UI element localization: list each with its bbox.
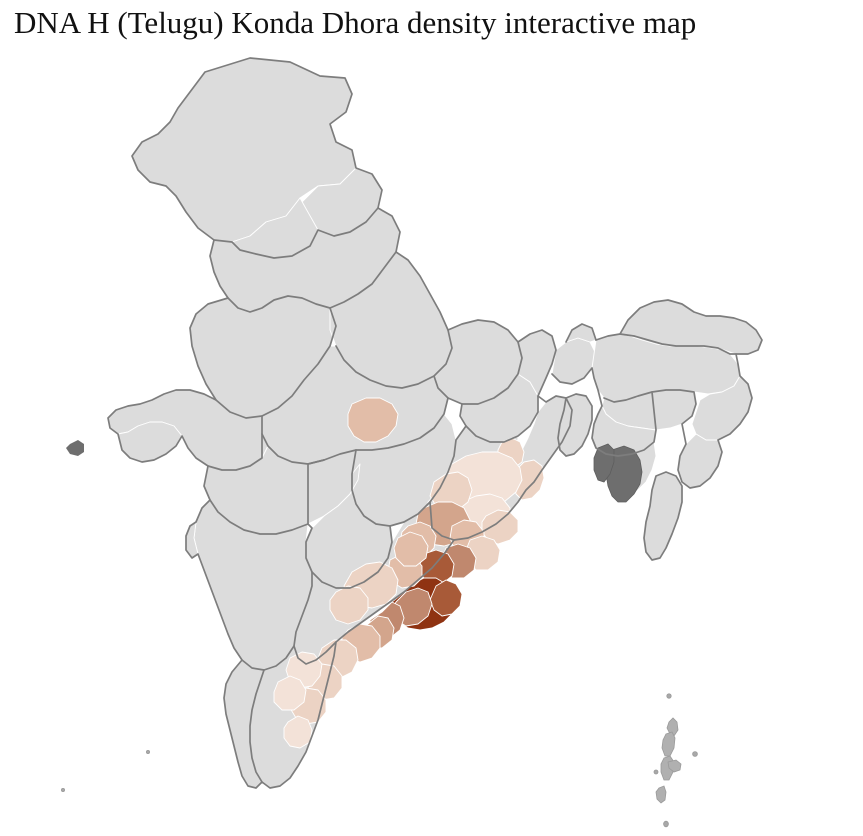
- state-boundary: [132, 58, 382, 258]
- state-boundary: [552, 300, 762, 488]
- excluded-region-layer: [66, 440, 643, 503]
- state-boundary: [312, 526, 392, 588]
- district-region[interactable]: [348, 398, 398, 442]
- district-region[interactable]: [394, 532, 428, 566]
- state-boundary: [460, 396, 538, 442]
- state-boundary: [208, 434, 262, 470]
- island-shape: [655, 785, 667, 804]
- excluded-region[interactable]: [593, 443, 615, 483]
- district-region[interactable]: [330, 586, 368, 624]
- state-boundary: [566, 324, 596, 342]
- page-title: DNA H (Telugu) Konda Dhora density inter…: [14, 5, 697, 40]
- state-boundary: [644, 472, 682, 560]
- state-boundary: [108, 208, 572, 788]
- island-shape: [663, 820, 669, 828]
- island-shape: [653, 769, 659, 775]
- island-shape: [667, 759, 682, 773]
- island-shape: [692, 751, 698, 757]
- india-choropleth-map[interactable]: [0, 46, 863, 836]
- island-layer: [61, 693, 698, 828]
- island-shape: [145, 750, 150, 755]
- district-region[interactable]: [274, 676, 306, 710]
- state-boundary: [336, 330, 452, 388]
- state-boundary: [262, 398, 448, 464]
- excluded-region[interactable]: [66, 440, 84, 456]
- state-boundary: [294, 642, 336, 664]
- district-region[interactable]: [284, 716, 312, 748]
- state-boundary: [434, 342, 522, 404]
- state-boundary: [216, 308, 336, 418]
- state-boundary: [558, 394, 592, 456]
- state-boundary: [620, 334, 736, 354]
- state-boundary: [430, 502, 454, 540]
- state-boundary: [210, 460, 324, 534]
- state-boundary: [604, 392, 652, 402]
- state-boundary: [242, 524, 312, 670]
- district-region[interactable]: [482, 510, 518, 544]
- island-shape: [666, 717, 679, 737]
- state-boundary: [352, 426, 466, 526]
- island-shape: [61, 788, 66, 793]
- choropleth-layer: [274, 398, 544, 748]
- state-boundary-layer: [108, 58, 762, 788]
- state-boundary: [250, 670, 264, 782]
- state-boundary: [228, 252, 396, 312]
- map-canvas[interactable]: [0, 46, 863, 836]
- island-shape: [666, 693, 672, 699]
